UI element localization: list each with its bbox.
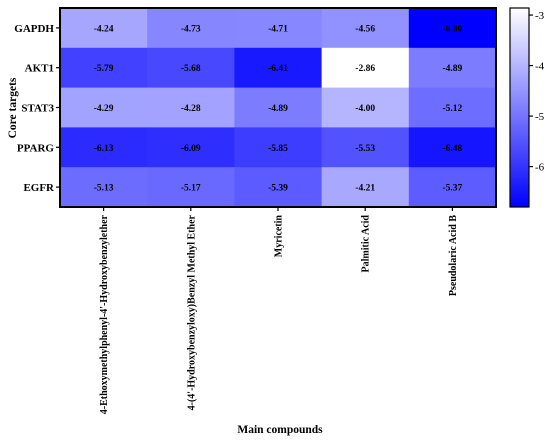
cell-value-label: -2.86 xyxy=(355,64,375,74)
colorbar-tick-label: -3 xyxy=(535,10,545,22)
cell-value-label: -6.48 xyxy=(443,144,463,154)
row-label: EGFR xyxy=(23,182,55,194)
colorbar-tick-label: -5 xyxy=(535,111,545,123)
heatmap-cell xyxy=(60,47,148,89)
cell-value-label: -4.89 xyxy=(268,104,288,114)
cell-value-label: -5.37 xyxy=(443,184,463,194)
cell-value-label: -4.29 xyxy=(94,104,114,114)
heatmap-cell xyxy=(147,47,235,89)
heatmap-cell xyxy=(234,8,323,49)
heatmap-cell xyxy=(147,127,235,168)
heatmap-cell xyxy=(408,127,497,168)
cell-value-label: -4.28 xyxy=(181,104,201,114)
cell-value-label: -6.13 xyxy=(94,144,114,154)
heatmap-cell xyxy=(60,87,148,128)
cell-value-label: -4.73 xyxy=(181,24,201,34)
heatmap-cell xyxy=(60,167,148,208)
cell-value-label: -4.00 xyxy=(355,104,375,114)
cell-value-label: -4.56 xyxy=(355,24,375,34)
row-label: AKT1 xyxy=(25,63,54,75)
cell-value-label: -4.89 xyxy=(443,64,463,74)
column-labels: 4-Ethoxymethylphenyl-4'-Hydroxybenzyleth… xyxy=(99,207,459,414)
cell-value-label: -4.71 xyxy=(268,24,288,34)
heatmap-cell xyxy=(408,47,497,89)
cell-value-label: -5.13 xyxy=(94,184,114,194)
row-labels: GAPDH AKT1 STAT3 PPARG EGFR xyxy=(14,23,60,194)
cell-value-label: -5.17 xyxy=(181,184,201,194)
column-label: 4-Ethoxymethylphenyl-4'-Hydroxybenzyleth… xyxy=(99,214,110,414)
column-label: Myricetin xyxy=(274,215,285,258)
heatmap-cell xyxy=(234,167,323,208)
colorbar-tick-label: -4 xyxy=(535,61,545,73)
colorbar-gradient xyxy=(509,7,530,208)
cell-value-label: -5.12 xyxy=(443,104,463,114)
heatmap-cell xyxy=(408,87,497,128)
heatmap-cell xyxy=(321,127,410,168)
row-label: GAPDH xyxy=(14,23,54,35)
x-axis-title: Main compounds xyxy=(237,424,323,436)
cell-value-label: -5.85 xyxy=(268,144,288,154)
row-label: STAT3 xyxy=(21,103,54,115)
heatmap-cell xyxy=(321,8,410,49)
cell-value-label: -4.24 xyxy=(94,24,114,34)
heatmap-cells xyxy=(60,8,497,208)
heatmap-cell xyxy=(321,47,410,89)
heatmap-cell xyxy=(234,47,323,89)
heatmap-cell xyxy=(60,127,148,168)
heatmap-cell xyxy=(147,8,235,49)
heatmap-cell xyxy=(147,87,235,128)
heatmap-cell xyxy=(408,8,497,49)
colorbar-ticks: -3 -4 -5 -6 xyxy=(529,10,545,174)
cell-value-label: -5.79 xyxy=(94,64,114,74)
column-label: Pseudolaric Acid B xyxy=(448,215,459,296)
heatmap-cell xyxy=(234,127,323,168)
colorbar-tick-label: -6 xyxy=(535,162,545,174)
heatmap-cell xyxy=(321,167,410,208)
heatmap-value-labels: -4.24 -4.73 -4.71 -4.56 -6.80 -5.79 -5.68 -6.41… xyxy=(94,24,463,193)
cell-value-label: -4.21 xyxy=(355,184,375,194)
heatmap-cell xyxy=(321,87,410,128)
y-axis-title: Core targets xyxy=(7,77,19,138)
heatmap-cell xyxy=(60,8,148,49)
row-label: PPARG xyxy=(17,142,55,154)
column-label: Palmitic Acid xyxy=(361,215,372,273)
cell-value-label: -5.68 xyxy=(181,64,201,74)
column-label: 4-(4'-Hydroxybenzyloxy)Benzyl Methyl Eth… xyxy=(186,214,197,410)
heatmap-cell xyxy=(234,87,323,128)
cell-value-label: -6.80 xyxy=(443,24,463,34)
cell-value-label: -6.41 xyxy=(268,64,288,74)
cell-value-label: -5.53 xyxy=(355,144,375,154)
cell-value-label: -5.39 xyxy=(268,184,288,194)
heatmap-cell xyxy=(147,167,235,208)
heatmap-cell xyxy=(408,167,497,208)
colorbar: -3 -4 -5 -6 xyxy=(509,7,545,208)
cell-value-label: -6.09 xyxy=(181,144,201,154)
